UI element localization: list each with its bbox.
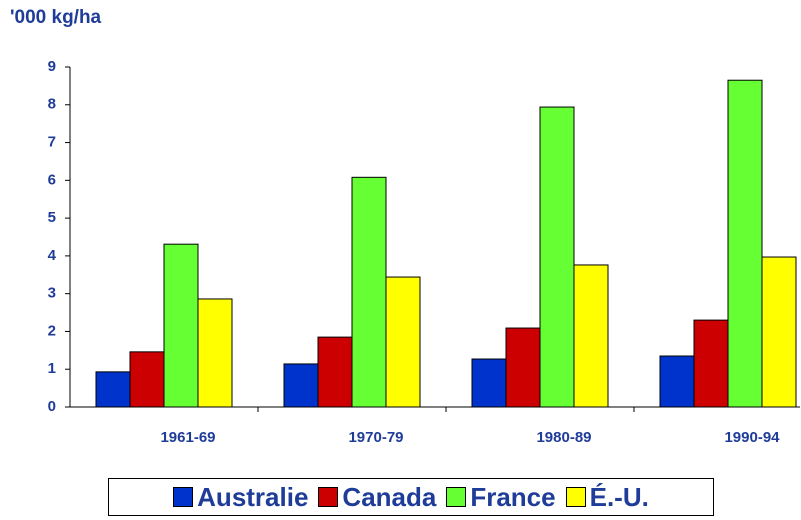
y-tick-label: 3 <box>48 285 56 302</box>
bar <box>693 319 729 408</box>
bar <box>505 327 541 408</box>
x-tick-label: 1980-89 <box>536 429 591 446</box>
legend-label: Canada <box>342 481 437 512</box>
y-tick-label: 9 <box>48 58 56 75</box>
bar <box>471 358 507 408</box>
legend: Australie Canada France É.-U. <box>108 478 714 516</box>
bar <box>573 264 609 408</box>
x-tick-label: 1961-69 <box>160 429 215 446</box>
legend-item: France <box>446 481 556 513</box>
y-tick-label: 5 <box>48 209 56 226</box>
bar <box>317 336 353 408</box>
bar <box>385 276 421 408</box>
x-tick-label: 1970-79 <box>348 429 403 446</box>
y-tick-label: 6 <box>48 171 56 188</box>
bar <box>727 79 763 408</box>
bar <box>351 176 387 408</box>
legend-item: É.-U. <box>565 481 649 513</box>
plot: '000 kg/ha 0 1 2 3 4 5 6 7 8 9 1961-69 1970-79 1980-… <box>10 7 800 446</box>
y-axis-label: '000 kg/ha <box>10 7 102 28</box>
y-tick-label: 2 <box>48 322 56 339</box>
y-tick-label: 1 <box>48 360 56 377</box>
bar <box>659 355 695 408</box>
legend-item: Australie <box>173 482 308 513</box>
x-tick-label: 1990-94 <box>724 429 780 446</box>
y-tick-label: 4 <box>48 247 57 264</box>
legend-item: Canada <box>318 482 436 513</box>
bar <box>129 351 165 408</box>
legend-swatch <box>446 487 467 507</box>
bar <box>539 106 575 408</box>
legend-swatch <box>565 487 586 507</box>
bar <box>761 256 797 408</box>
y-tick-label: 7 <box>48 134 56 151</box>
legend-label: France <box>470 481 556 512</box>
bar <box>163 243 199 408</box>
legend-label: É.-U. <box>589 481 649 512</box>
y-tick-label: 0 <box>48 398 56 415</box>
y-tick-label: 8 <box>48 96 56 113</box>
bar <box>283 363 319 408</box>
legend-swatch <box>173 487 194 507</box>
legend-swatch <box>318 487 339 507</box>
bar <box>197 298 233 408</box>
bar <box>95 371 131 408</box>
legend-label: Australie <box>197 481 309 512</box>
